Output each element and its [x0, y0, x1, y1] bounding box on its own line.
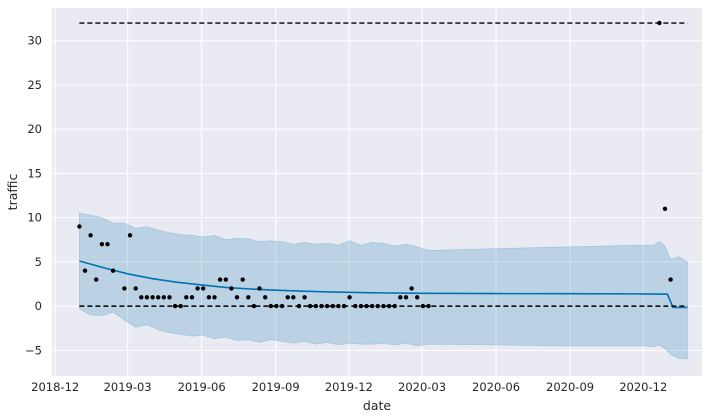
y-axis-title: traffic [5, 174, 20, 211]
observed-point [246, 295, 251, 300]
observed-point [127, 233, 133, 238]
observed-point [110, 268, 116, 273]
observed-point [133, 286, 138, 291]
observed-point [415, 295, 420, 300]
y-tick-label: 5 [35, 255, 42, 269]
observed-point [392, 303, 397, 309]
observed-point [94, 277, 99, 282]
observed-point [167, 295, 172, 300]
observed-point [263, 295, 268, 300]
observed-point [201, 286, 206, 291]
x-tick-label: 2020-09 [546, 380, 594, 394]
x-tick-label: 2019-12 [325, 380, 373, 394]
observed-point [88, 233, 93, 238]
observed-point [668, 277, 673, 282]
observed-point [82, 268, 88, 273]
x-tick-label: 2019-09 [252, 380, 300, 394]
x-axis-ticks: 2018-12 2019-03 2019-06 2019-09 2019-12 2020-… [31, 380, 667, 394]
observed-point [370, 303, 375, 309]
observed-point [347, 295, 352, 300]
observed-point [257, 286, 262, 291]
y-tick-label: 20 [27, 122, 42, 136]
x-tick-label: 2019-03 [104, 380, 152, 394]
observed-point [381, 303, 386, 309]
y-tick-label: 25 [27, 78, 42, 92]
forecast-line [79, 260, 688, 309]
observed-point [364, 303, 369, 309]
observed-point [178, 303, 183, 309]
observed-point [206, 295, 212, 300]
x-tick-label: 2020-12 [619, 380, 667, 394]
x-tick-label: 2020-06 [472, 380, 520, 394]
observed-point [426, 303, 431, 309]
observed-point [409, 286, 414, 291]
observed-point [319, 303, 324, 309]
forecast-line-group [79, 260, 688, 309]
observed-point [662, 206, 668, 211]
observed-point [172, 303, 178, 309]
y-tick-label: 15 [27, 166, 42, 180]
observed-point [358, 303, 364, 309]
observed-point [77, 224, 82, 229]
observed-point [296, 303, 302, 309]
observed-point [274, 303, 279, 309]
observed-point [229, 286, 234, 291]
observed-point [398, 295, 403, 300]
observed-point [375, 303, 380, 309]
x-tick-label: 2018-12 [31, 380, 79, 394]
observed-point [308, 303, 313, 309]
observed-point [105, 242, 110, 247]
y-tick-label: 30 [27, 34, 42, 48]
y-axis-ticks: −5 0 5 10 15 20 25 30 [25, 34, 42, 358]
uncertainty-band [79, 212, 688, 360]
observed-point [403, 295, 409, 300]
observed-point [386, 303, 392, 309]
y-tick-label: −5 [25, 343, 42, 357]
x-tick-label: 2020-03 [398, 380, 446, 394]
observed-point [144, 295, 150, 300]
y-tick-label: 10 [27, 211, 42, 225]
y-tick-label: 0 [35, 299, 42, 313]
observed-point [217, 277, 223, 282]
observed-point [341, 303, 347, 309]
observed-point [156, 295, 161, 300]
x-tick-label: 2019-06 [178, 380, 226, 394]
observed-points [77, 20, 673, 309]
observed-point [313, 303, 319, 309]
observed-point [330, 303, 335, 309]
observed-point [195, 286, 200, 291]
x-axis-title: date [363, 398, 391, 413]
observed-point [122, 286, 127, 291]
observed-point [139, 295, 144, 300]
observed-point [657, 20, 662, 26]
observed-point [212, 295, 217, 300]
observed-point [234, 295, 240, 300]
observed-point [324, 303, 330, 309]
observed-point [150, 295, 155, 300]
observed-point [184, 295, 189, 300]
observed-point [420, 303, 426, 309]
observed-point [285, 295, 290, 300]
observed-point [240, 277, 245, 282]
observed-point [223, 277, 228, 282]
observed-point [189, 295, 195, 300]
uncertainty-interval [79, 212, 688, 360]
observed-point [353, 303, 358, 309]
observed-point [268, 303, 273, 309]
observed-point [251, 303, 257, 309]
observed-point [279, 303, 285, 309]
observed-point [161, 295, 166, 300]
plot-area [52, 8, 702, 376]
observed-point [336, 303, 341, 309]
observed-point [291, 295, 296, 300]
observed-point [99, 242, 105, 247]
observed-point [302, 295, 307, 300]
